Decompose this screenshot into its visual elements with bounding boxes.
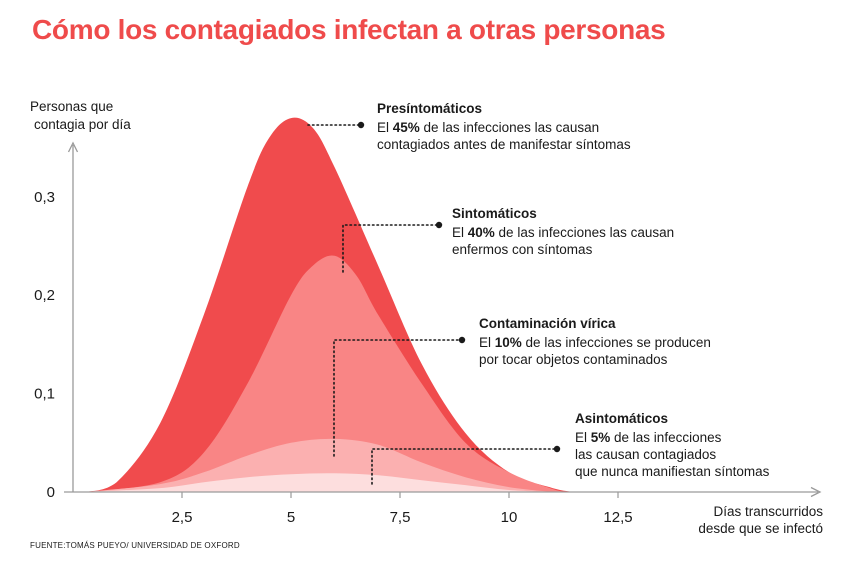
- annotation-percent: 40%: [467, 225, 495, 240]
- y-tick-label: 0,2: [34, 287, 55, 304]
- y-tick-label: 0,1: [34, 386, 55, 403]
- annotation-percent: 5%: [590, 430, 611, 445]
- annotation-title: Contaminación vírica: [479, 316, 616, 331]
- annotation-percent: 45%: [392, 120, 420, 135]
- leader-dot-asintomaticos: [553, 445, 561, 453]
- area-contaminacion: [86, 438, 553, 492]
- annotation-line2: enfermos con síntomas: [452, 242, 593, 257]
- leader-dot-sintomaticos: [435, 221, 443, 229]
- annotation-title: Sintomáticos: [452, 206, 537, 221]
- x-axis-arrow-icon: [810, 486, 822, 498]
- leader-dot-presintomaticos: [357, 121, 365, 129]
- x-axis-label: Días transcurridos desde que se infectó: [698, 503, 823, 537]
- annotation-line3: que nunca manifiestan síntomas: [575, 464, 770, 479]
- y-axis-arrow-icon: [67, 141, 79, 153]
- area-sintomaticos: [86, 255, 566, 492]
- annotation-percent: 10%: [494, 335, 522, 350]
- annotation-title: Presíntomáticos: [377, 101, 483, 116]
- leader-line-asintomaticos: [371, 448, 558, 485]
- annotation-contaminacion: Contaminación vírica El 10% de las infec…: [479, 315, 711, 368]
- x-tick-label: 5: [287, 509, 295, 526]
- leader-dot-contaminacion: [458, 336, 466, 344]
- y-axis-label-line1: Personas que: [30, 99, 114, 114]
- leader-line-sintomaticos: [342, 224, 440, 273]
- annotation-line1: El 40% de las infecciones las causan: [452, 225, 675, 240]
- x-axis-label-line1: Días transcurridos: [713, 504, 823, 519]
- y-tick-label: 0,3: [34, 189, 55, 206]
- source-note: FUENTE:TOMÁS PUEYO/ UNIVERSIDAD DE OXFOR…: [30, 541, 240, 550]
- annotation-line2: las causan contagiados: [575, 447, 717, 462]
- annotation-line1: El 10% de las infecciones se producen: [479, 335, 711, 350]
- annotation-line1: El 5% de las infecciones: [575, 430, 722, 445]
- annotation-line1: El 45% de las infecciones las causan: [377, 120, 600, 135]
- area-asintomaticos: [86, 473, 553, 492]
- chart-title: Cómo los contagiados infectan a otras pe…: [32, 14, 666, 45]
- x-tick-label: 12,5: [603, 509, 632, 526]
- y-axis-label-line2: contagia por día: [34, 117, 131, 132]
- annotation-sintomaticos: Sintomáticos El 40% de las infecciones l…: [452, 205, 674, 258]
- annotation-line2: por tocar objetos contaminados: [479, 352, 668, 367]
- x-tick-label: 2,5: [172, 509, 193, 526]
- y-tick-label: 0: [47, 484, 55, 501]
- x-tick-label: 7,5: [390, 509, 411, 526]
- annotation-line2: contagiados antes de manifestar síntomas: [377, 137, 631, 152]
- annotation-title: Asintomáticos: [575, 411, 669, 426]
- annotation-asintomaticos: Asintomáticos El 5% de las infecciones l…: [575, 410, 769, 480]
- annotation-presintomaticos: Presíntomáticos El 45% de las infeccione…: [377, 100, 631, 153]
- leader-lines-layer: [307, 121, 561, 485]
- y-axis-label: Personas que contagia por día: [30, 98, 160, 134]
- area-layer: [86, 117, 575, 492]
- x-tick-label: 10: [501, 509, 518, 526]
- tick-layer: 0 0,1 0,2 0,3 2,5 5 7,5 10 12,5: [34, 189, 632, 526]
- axes-layer: [64, 141, 822, 498]
- x-axis-label-line2: desde que se infectó: [698, 521, 823, 536]
